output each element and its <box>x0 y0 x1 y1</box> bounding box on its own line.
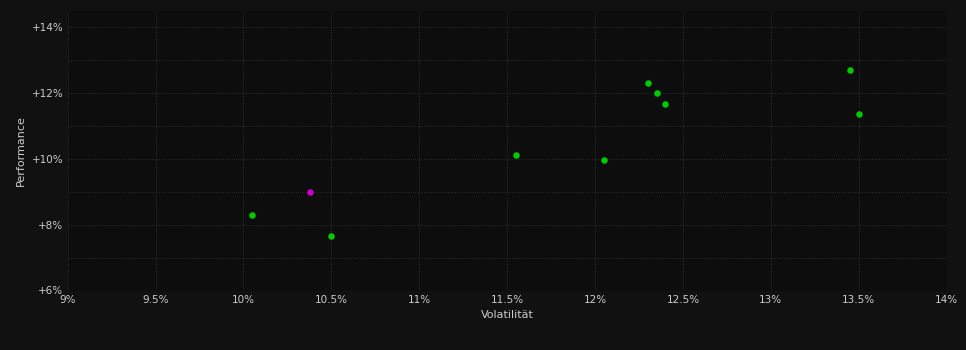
Point <box>640 80 656 86</box>
X-axis label: Volatilität: Volatilität <box>481 310 533 320</box>
Point <box>596 158 611 163</box>
Point <box>658 102 673 107</box>
Y-axis label: Performance: Performance <box>16 115 26 186</box>
Point <box>244 212 260 218</box>
Point <box>302 189 318 195</box>
Point <box>851 111 867 117</box>
Point <box>324 233 339 239</box>
Point <box>508 153 524 158</box>
Point <box>649 90 665 96</box>
Point <box>842 67 858 72</box>
